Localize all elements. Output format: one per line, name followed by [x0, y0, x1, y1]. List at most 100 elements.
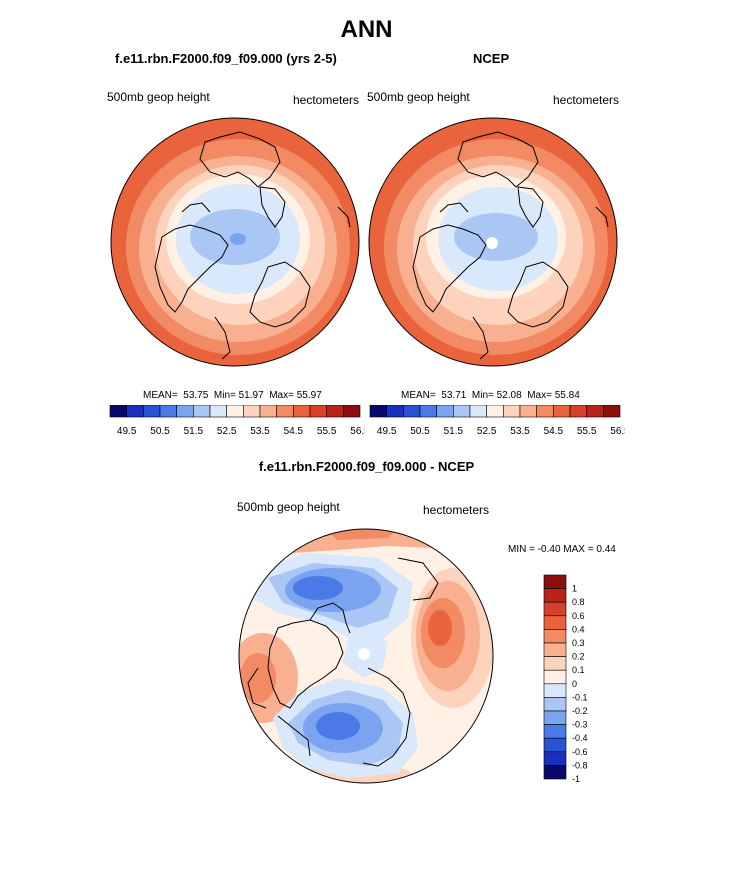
diff-colorbar-swatch — [543, 574, 567, 589]
panel2-colorbar-tick-label: 51.5 — [444, 426, 464, 437]
panel2-colorbar-swatch — [503, 405, 521, 418]
diff-colorbar-tick-label: -0.1 — [572, 692, 588, 702]
panel1-colorbar-tick-label: 49.5 — [117, 426, 137, 437]
panel2-colorbar-swatch — [469, 405, 487, 418]
panel2-colorbar-swatch — [403, 405, 421, 418]
diff-colorbar-swatch — [543, 765, 567, 780]
panel2-colorbar: 49.5 50.5 51.5 52.5 53.5 54.5 55.5 56.5 — [369, 405, 625, 437]
panel2-colorbar-swatch — [519, 405, 537, 418]
panel2-polar-map — [368, 117, 618, 367]
d-coastlines — [247, 557, 439, 767]
panel2-colorbar-tick-label: 55.5 — [577, 426, 597, 437]
panel1-colorbar-tick-label: 51.5 — [184, 426, 204, 437]
diff-colorbar-tick-label: 0.4 — [572, 624, 585, 634]
panel2-colorbar-swatch — [553, 405, 571, 418]
panel1-colorbar-tick-label: 56.5 — [350, 426, 365, 437]
p2-ring-2 — [454, 213, 538, 261]
panel1-colorbar-swatch — [193, 405, 211, 418]
panel2-colorbar-tick-label: 56.5 — [610, 426, 625, 437]
diff-colorbar-swatch — [543, 751, 567, 766]
panel2-colorbar-swatch — [536, 405, 554, 418]
panel1-colorbar-tick-label: 54.5 — [284, 426, 304, 437]
panel1-colorbar-swatch — [343, 405, 361, 418]
diff-colorbar-swatch — [543, 629, 567, 644]
panel2-colorbar-swatch — [386, 405, 404, 418]
diff-colorbar-tick-label: 0.6 — [572, 611, 585, 621]
diff-colorbar-swatch — [543, 710, 567, 725]
panel2-colorbar-swatch — [603, 405, 621, 418]
panel2-colorbar-swatch — [586, 405, 604, 418]
diff-colorbar-swatch — [543, 642, 567, 657]
panel2-colorbar-tick-label: 49.5 — [377, 426, 397, 437]
panel2-colorbar-swatch — [569, 405, 587, 418]
panel2-colorbar-tick-label: 50.5 — [410, 426, 430, 437]
panel2-units-label: hectometers — [553, 93, 620, 107]
diff-colorbar-tick-label: -0.2 — [572, 706, 588, 716]
panel2-colorbar-tick-label: 52.5 — [477, 426, 497, 437]
panel1-colorbar-swatch — [159, 405, 177, 418]
d-pole-hole — [358, 648, 370, 660]
page-title: ANN — [340, 16, 393, 43]
panel2-colorbar-tick-label: 53.5 — [510, 426, 530, 437]
panel1-colorbar-tick-label: 50.5 — [150, 426, 170, 437]
diff-colorbar-tick-label: 0.3 — [572, 638, 585, 648]
panel1-colorbar-swatch — [243, 405, 261, 418]
panel2-colorbar-swatch — [486, 405, 504, 418]
diff-title: f.e11.rbn.F2000.f09_f09.000 - NCEP — [258, 459, 475, 474]
d-right-orange4 — [428, 610, 452, 646]
panel2-title: NCEP — [473, 51, 510, 66]
panel1-colorbar-swatch — [226, 405, 244, 418]
d-left-orange2 — [240, 653, 276, 703]
panel1-polar-map — [110, 117, 360, 367]
panel1-colorbar-tick-label: 55.5 — [317, 426, 337, 437]
panel2-stats: MEAN= 53.71 Min= 52.08 Max= 55.84 — [401, 390, 580, 401]
diff-colorbar: 1 0.8 0.6 0.4 0.3 0.2 0.1 0 -0.1 -0.2 -0.3 -0.4 -0.6… — [543, 574, 588, 783]
panel1-colorbar-swatch — [143, 405, 161, 418]
diff-colorbar-swatch — [543, 724, 567, 739]
panel2-colorbar-swatch — [436, 405, 454, 418]
panel1-colorbar-swatch — [309, 405, 327, 418]
panel2-variable-label: 500mb geop height — [367, 90, 470, 104]
panel1-colorbar-swatch — [176, 405, 194, 418]
diff-colorbar-swatch — [543, 669, 567, 685]
p2-pole-hole — [486, 237, 498, 249]
panel2-colorbar-swatch — [453, 405, 471, 418]
panel2-colorbar-swatch — [419, 405, 437, 418]
panel2-colorbar-swatch — [369, 405, 387, 418]
diff-variable-label: 500mb geop height — [237, 500, 340, 514]
panel1-variable-label: 500mb geop height — [107, 90, 210, 104]
diff-colorbar-tick-label: 0.1 — [572, 665, 585, 675]
diff-polar-map — [238, 528, 494, 784]
panel1-colorbar-swatch — [259, 405, 277, 418]
panel1-colorbar-tick-label: 53.5 — [250, 426, 270, 437]
panel1-colorbar-swatch — [326, 405, 344, 418]
panel2-colorbar-tick-label: 54.5 — [544, 426, 564, 437]
d-top-blue4 — [293, 576, 343, 600]
diff-colorbar-tick-label: 0 — [572, 679, 577, 689]
p2-coastlines — [412, 131, 609, 360]
diff-colorbar-tick-label: -0.4 — [572, 733, 588, 743]
diff-colorbar-tick-label: -0.3 — [572, 720, 588, 730]
diff-colorbar-swatch — [543, 683, 567, 698]
diff-colorbar-tick-label: -1 — [572, 774, 580, 783]
diff-colorbar-swatch — [543, 656, 567, 671]
diff-colorbar-tick-label: 0.8 — [572, 597, 585, 607]
d-bottom-blue4 — [316, 712, 360, 740]
panel1-colorbar-tick-label: 52.5 — [217, 426, 237, 437]
diff-minmax: MIN = -0.40 MAX = 0.44 — [508, 544, 616, 555]
panel1-colorbar-swatch — [126, 405, 144, 418]
panel1-units-label: hectometers — [293, 93, 360, 107]
panel1-colorbar-swatch — [109, 405, 127, 418]
diff-colorbar-tick-label: -0.8 — [572, 760, 588, 770]
diff-colorbar-tick-label: 0.2 — [572, 652, 585, 662]
panel1-colorbar-swatch — [293, 405, 311, 418]
diff-colorbar-tick-label: -0.6 — [572, 747, 588, 757]
panel1-stats: MEAN= 53.75 Min= 51.97 Max= 55.97 — [143, 390, 322, 401]
diff-colorbar-swatch — [543, 588, 567, 603]
p1-ring-1 — [230, 233, 246, 245]
diff-units-label: hectometers — [423, 503, 490, 517]
diff-colorbar-swatch — [543, 737, 567, 753]
panel1-colorbar-swatch — [209, 405, 227, 418]
panel1-title: f.e11.rbn.F2000.f09_f09.000 (yrs 2-5) — [115, 51, 337, 66]
diff-colorbar-swatch — [543, 601, 567, 617]
